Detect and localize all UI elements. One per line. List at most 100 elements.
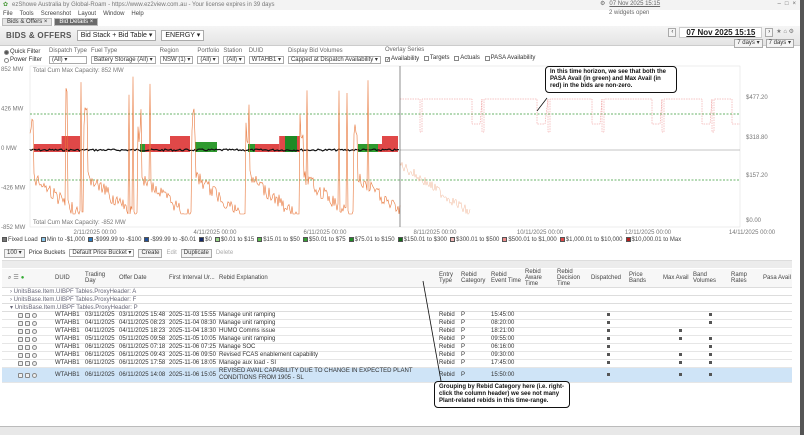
gear-icon[interactable]: ⚙ <box>600 1 606 7</box>
legend-item[interactable]: $1,000.01 to $10,000 <box>559 237 623 244</box>
table-row[interactable]: WTAHB1 04/11/2025 04/11/2025 18:23 2025-11-… <box>2 328 792 336</box>
column-header[interactable]: Price Bands <box>629 272 647 284</box>
region-select[interactable]: NSW (1) ▾ <box>159 56 194 64</box>
next-time-button[interactable]: › <box>765 28 774 37</box>
column-header[interactable]: First Interval Ur... <box>169 275 215 281</box>
table-row[interactable]: WTAHB1 06/11/2025 06/11/2025 14:08 2025-11-… <box>2 368 792 383</box>
legend-item[interactable]: $0.01 to $15 <box>214 237 254 244</box>
bid-volumes-select[interactable]: Capped at Dispatch Availability ▾ <box>287 56 381 64</box>
menu-screenshot[interactable]: Screenshot <box>40 10 72 17</box>
before-range-select[interactable]: 7 days ▾ <box>734 39 763 48</box>
column-header[interactable]: Ramp Rates <box>731 272 748 284</box>
create-button[interactable]: Create <box>138 248 163 258</box>
star-icon[interactable]: ★ ⌂ ⚙ <box>776 29 794 35</box>
column-header[interactable]: Pasa Avail <box>763 275 791 281</box>
zoom-icon[interactable] <box>18 372 23 378</box>
table-row[interactable]: WTAHB1 05/11/2025 05/11/2025 09:58 2025-11-… <box>2 336 792 344</box>
bid-icon[interactable] <box>32 353 37 358</box>
legend-item[interactable]: $15.01 to $50 <box>257 237 300 244</box>
chart-icon[interactable] <box>25 313 30 318</box>
chart-icon[interactable] <box>25 372 30 378</box>
zoom-icon[interactable] <box>18 353 23 358</box>
column-header[interactable]: Trading Day <box>85 272 106 284</box>
power-filter-radio[interactable]: Power Filter <box>4 57 42 64</box>
expand-icon[interactable]: › <box>10 289 14 295</box>
view-select[interactable]: Bid Stack + Bid Table ▾ <box>76 30 157 41</box>
legend-item[interactable]: -$99.99 to -$0.01 <box>144 237 196 244</box>
columns-icon[interactable]: ☰ <box>13 275 19 281</box>
column-header[interactable]: DUID <box>55 275 70 281</box>
column-header[interactable]: Rebid Explanation <box>219 275 268 281</box>
legend-item[interactable]: $10,000.01 to Max <box>625 237 681 244</box>
overlay-availability-checkbox[interactable]: ✓ Availability <box>384 56 420 63</box>
column-header[interactable]: Rebid Event Time <box>491 272 522 284</box>
zoom-icon[interactable] <box>18 321 23 326</box>
portfolio-select[interactable]: (All) ▾ <box>197 56 220 64</box>
legend-item[interactable]: -$999.99 to -$100 <box>88 237 141 244</box>
chart-icon[interactable] <box>25 337 30 342</box>
search-icon[interactable]: ⌕ <box>8 275 12 281</box>
prev-time-button[interactable]: ‹ <box>668 28 677 37</box>
station-select[interactable]: (All) ▾ <box>223 56 245 64</box>
edit-button[interactable]: Edit <box>166 249 177 256</box>
legend-item[interactable]: $150.01 to $300 <box>397 237 447 244</box>
bid-icon[interactable] <box>32 361 37 366</box>
group-row[interactable]: › UnitsBase.Item.UIBPF Tables.ProxyHeade… <box>2 288 792 296</box>
dispatch-type-select[interactable]: (All) ▾ <box>49 56 87 64</box>
current-date[interactable]: 07 Nov 2025 15:15 <box>679 27 763 38</box>
expand-icon[interactable]: ▾ <box>10 305 15 311</box>
quick-filter-radio[interactable]: Quick Filter <box>4 49 42 56</box>
chart-icon[interactable] <box>25 361 30 366</box>
chart-icon[interactable] <box>25 329 30 334</box>
zoom-select[interactable]: 100 ▾ <box>4 248 25 258</box>
zoom-icon[interactable] <box>18 313 23 318</box>
close-button[interactable]: × <box>792 1 796 7</box>
zoom-icon[interactable] <box>18 345 23 350</box>
bid-icon[interactable] <box>32 372 37 378</box>
table-row[interactable]: WTAHB1 03/11/2025 03/11/2025 15:48 2025-11-… <box>2 312 792 320</box>
bid-icon[interactable] <box>32 313 37 318</box>
menu-tools[interactable]: Tools <box>19 10 34 17</box>
column-header[interactable]: Rebid Decision Time <box>557 269 581 287</box>
menu-file[interactable]: File <box>3 10 13 17</box>
table-row[interactable]: WTAHB1 06/11/2025 06/11/2025 07:18 2025-11-… <box>2 344 792 352</box>
overlay-targets-checkbox[interactable]: Targets <box>423 55 450 62</box>
chart-icon[interactable] <box>25 353 30 358</box>
fuel-type-select[interactable]: Battery Storage (All) ▾ <box>90 56 156 64</box>
zoom-icon[interactable] <box>18 329 23 334</box>
column-header[interactable]: Rebid Aware Time <box>525 269 542 287</box>
chart-icon[interactable] <box>25 321 30 326</box>
zoom-icon[interactable] <box>18 337 23 342</box>
expand-icon[interactable]: › <box>10 297 14 303</box>
legend-item[interactable]: $500.01 to $1,000 <box>502 237 557 244</box>
after-range-select[interactable]: 7 days ▾ <box>765 39 794 48</box>
chart-icon[interactable] <box>25 345 30 350</box>
legend-item[interactable]: $0 <box>199 237 212 244</box>
legend-item[interactable]: Fixed Load <box>2 237 38 244</box>
overlay-actuals-checkbox[interactable]: Actuals <box>454 55 480 62</box>
duid-select[interactable]: WTAHB1 ▾ <box>248 56 284 64</box>
column-header[interactable]: Rebid Category <box>461 272 486 284</box>
menu-help[interactable]: Help <box>131 10 144 17</box>
zoom-icon[interactable] <box>18 361 23 366</box>
menu-window[interactable]: Window <box>103 10 125 17</box>
column-header[interactable]: Offer Date <box>119 275 147 281</box>
minimize-button[interactable]: – <box>777 1 781 7</box>
column-header[interactable]: Entry Type <box>439 272 454 284</box>
price-bucket-select[interactable]: Default Price Bucket ▾ <box>69 249 135 257</box>
bid-icon[interactable] <box>32 345 37 350</box>
bid-icon[interactable] <box>32 329 37 334</box>
tab-bids-offers[interactable]: Bids & Offers × <box>2 18 53 26</box>
market-select[interactable]: ENERGY ▾ <box>161 30 205 41</box>
group-by-area[interactable] <box>2 260 792 268</box>
group-row[interactable]: ▾ UnitsBase.Item.UIBPF Tables.ProxyHeade… <box>2 304 792 312</box>
bid-icon[interactable] <box>32 321 37 326</box>
tab-bid-details[interactable]: Bid Details × <box>54 18 99 26</box>
table-row[interactable]: WTAHB1 06/11/2025 06/11/2025 17:58 2025-11-… <box>2 360 792 368</box>
column-header[interactable]: Band Volumes <box>693 272 717 284</box>
legend-item[interactable]: Min to -$1,000 <box>40 237 85 244</box>
legend-item[interactable]: $50.01 to $75 <box>302 237 346 244</box>
group-row[interactable]: › UnitsBase.Item.UIBPF Tables.ProxyHeade… <box>2 296 792 304</box>
overlay-pasa-checkbox[interactable]: PASA Availability <box>484 55 535 62</box>
table-row[interactable]: WTAHB1 06/11/2025 06/11/2025 09:43 2025-11-… <box>2 352 792 360</box>
